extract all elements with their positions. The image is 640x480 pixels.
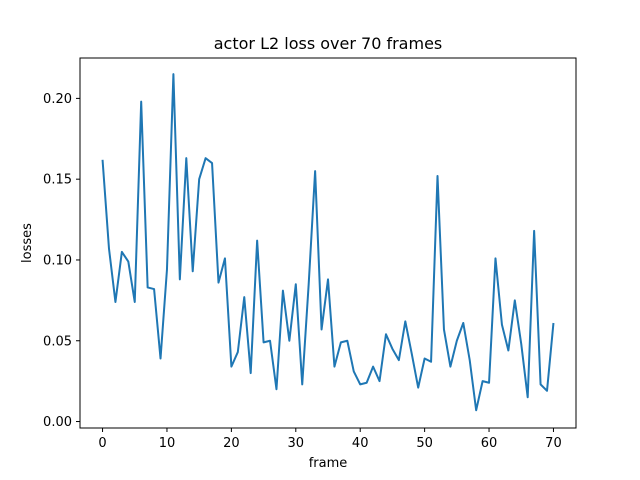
x-tick-label: 70 bbox=[545, 436, 562, 451]
y-tick-label: 0.20 bbox=[43, 92, 72, 107]
x-tick-label: 20 bbox=[223, 436, 240, 451]
x-tick-label: 10 bbox=[159, 436, 176, 451]
x-axis-label: frame bbox=[309, 456, 348, 471]
chart-title: actor L2 loss over 70 frames bbox=[214, 34, 443, 53]
plot-background bbox=[80, 58, 576, 428]
x-tick-label: 0 bbox=[98, 436, 106, 451]
y-tick-label: 0.00 bbox=[43, 415, 72, 430]
loss-series-line bbox=[101, 73, 555, 412]
x-tick-label: 50 bbox=[416, 436, 433, 451]
y-axis-label: losses bbox=[20, 223, 35, 263]
x-tick-label: 40 bbox=[352, 436, 369, 451]
plot-frame bbox=[79, 57, 577, 429]
y-tick-label: 0.15 bbox=[43, 173, 72, 188]
y-tick-label: 0.05 bbox=[43, 334, 72, 349]
x-tick-label: 60 bbox=[481, 436, 498, 451]
y-tick-label: 0.10 bbox=[43, 253, 72, 268]
x-tick-label: 30 bbox=[288, 436, 305, 451]
